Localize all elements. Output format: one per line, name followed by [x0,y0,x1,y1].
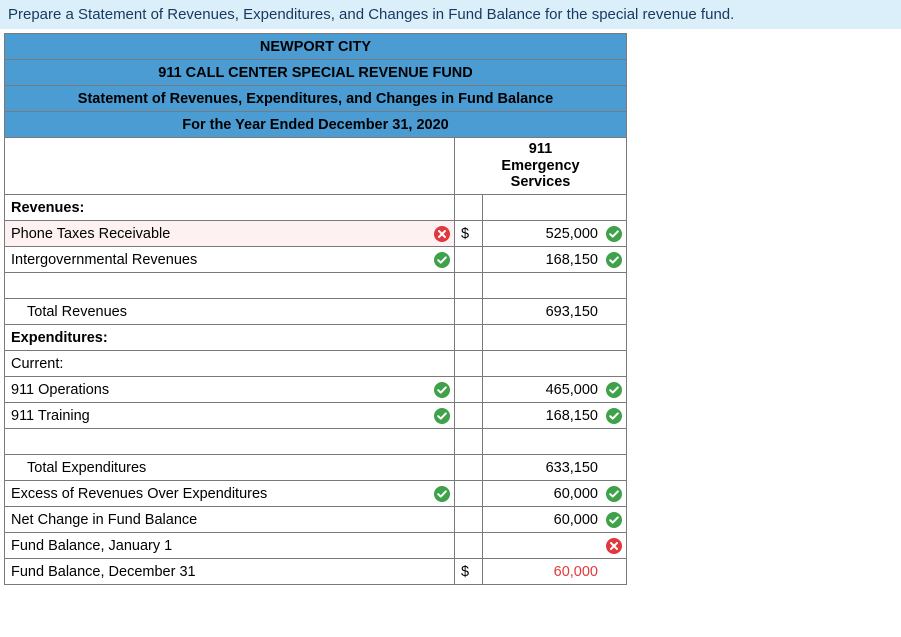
expenditures-heading: Expenditures: [5,325,455,351]
blank-cell [455,377,483,403]
correct-icon [434,252,450,268]
blank-cell [5,138,455,195]
blank-cell [455,429,483,455]
row-intergov-label[interactable]: Intergovernmental Revenues [5,247,455,273]
correct-icon [606,408,622,424]
row-excess-value[interactable]: 60,000 [483,481,627,507]
blank-cell [483,325,627,351]
wrong-icon [434,226,450,242]
header-line-2: 911 CALL CENTER SPECIAL REVENUE FUND [5,60,627,86]
row-fb-dec31-label: Fund Balance, December 31 [5,559,455,585]
label-text: 911 Operations [11,382,109,398]
row-fb-dec31-value: 60,000 [483,559,627,585]
label-text: Intergovernmental Revenues [11,252,197,268]
blank-cell [455,455,483,481]
column-header: 911EmergencyServices [455,138,627,195]
blank-cell [483,351,627,377]
value-text: 60,000 [489,486,620,502]
correct-icon [434,382,450,398]
value-text: 60,000 [489,564,620,580]
row-phone-taxes-label[interactable]: Phone Taxes Receivable [5,221,455,247]
value-text: 525,000 [489,226,620,242]
blank-cell [5,429,455,455]
column-header-text: 911EmergencyServices [501,141,579,191]
blank-cell [455,403,483,429]
currency-symbol: $ [455,559,483,585]
value-text: 168,150 [489,408,620,424]
currency-symbol: $ [455,221,483,247]
statement-table: NEWPORT CITY 911 CALL CENTER SPECIAL REV… [4,33,627,585]
blank-cell [455,507,483,533]
blank-cell [483,195,627,221]
value-text: 693,150 [489,304,620,320]
row-total-revenues-label: Total Revenues [5,299,455,325]
label-text: Excess of Revenues Over Expenditures [11,486,267,502]
instruction-banner: Prepare a Statement of Revenues, Expendi… [0,0,901,29]
row-total-expenditures-value: 633,150 [483,455,627,481]
header-line-4: For the Year Ended December 31, 2020 [5,112,627,138]
blank-cell [455,247,483,273]
instruction-text: Prepare a Statement of Revenues, Expendi… [8,6,734,23]
row-total-expenditures-label: Total Expenditures [5,455,455,481]
row-911-training-label[interactable]: 911 Training [5,403,455,429]
blank-cell [455,533,483,559]
value-text: 465,000 [489,382,620,398]
value-text: 633,150 [489,460,620,476]
blank-cell [455,299,483,325]
row-fb-jan1-value[interactable] [483,533,627,559]
header-line-1: NEWPORT CITY [5,34,627,60]
correct-icon [606,486,622,502]
blank-cell [455,351,483,377]
value-text: 60,000 [489,512,620,528]
correct-icon [606,252,622,268]
row-excess-label[interactable]: Excess of Revenues Over Expenditures [5,481,455,507]
blank-cell [455,481,483,507]
blank-cell [455,273,483,299]
blank-cell [5,273,455,299]
correct-icon [606,512,622,528]
row-phone-taxes-value[interactable]: 525,000 [483,221,627,247]
row-911-training-value[interactable]: 168,150 [483,403,627,429]
label-text: Phone Taxes Receivable [11,226,170,242]
current-subheading: Current: [5,351,455,377]
correct-icon [606,382,622,398]
correct-icon [434,408,450,424]
revenues-heading: Revenues: [5,195,455,221]
blank-cell [483,273,627,299]
row-intergov-value[interactable]: 168,150 [483,247,627,273]
blank-cell [455,325,483,351]
row-911-operations-value[interactable]: 465,000 [483,377,627,403]
blank-cell [455,195,483,221]
row-net-change-value[interactable]: 60,000 [483,507,627,533]
blank-cell [483,429,627,455]
row-total-revenues-value: 693,150 [483,299,627,325]
value-text: 168,150 [489,252,620,268]
correct-icon [434,486,450,502]
header-line-3: Statement of Revenues, Expenditures, and… [5,86,627,112]
wrong-icon [606,538,622,554]
row-911-operations-label[interactable]: 911 Operations [5,377,455,403]
row-net-change-label: Net Change in Fund Balance [5,507,455,533]
label-text: 911 Training [11,408,90,424]
correct-icon [606,226,622,242]
row-fb-jan1-label: Fund Balance, January 1 [5,533,455,559]
